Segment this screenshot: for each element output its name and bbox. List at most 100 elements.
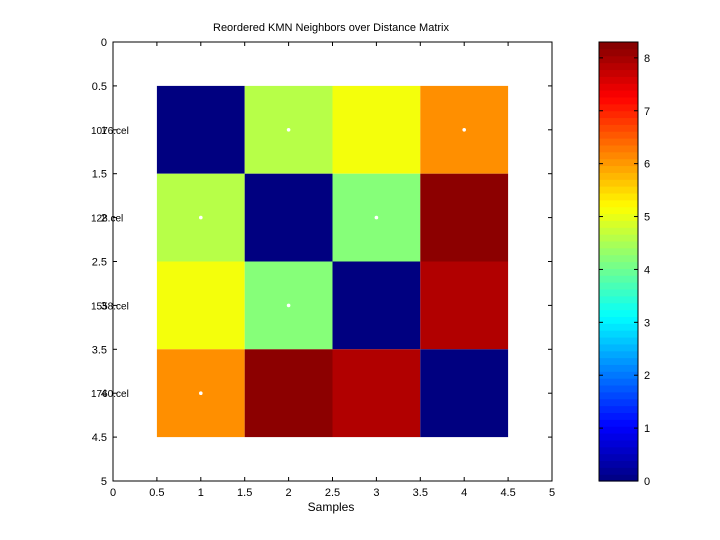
colorbar-segment: [599, 227, 638, 235]
colorbar-segment: [599, 330, 638, 338]
colorbar-segment: [599, 55, 638, 64]
y-tick-label: 4.5: [92, 432, 107, 444]
colorbar-segment: [599, 240, 638, 249]
x-tick-label: 3.5: [413, 487, 428, 499]
colorbar-segment: [599, 378, 638, 386]
colorbar-segment: [599, 83, 638, 91]
y-tick-label: 5: [101, 476, 107, 488]
neighbor-marker: [199, 391, 203, 396]
heatmap-cell: [420, 261, 509, 350]
colorbar-tick-label: 7: [644, 106, 650, 118]
heatmap-cell: [332, 261, 421, 350]
colorbar-segment: [599, 295, 638, 304]
neighbor-marker: [374, 215, 379, 220]
colorbar-segment: [599, 288, 638, 297]
x-tick-label: 3: [373, 487, 379, 499]
colorbar-segment: [599, 62, 638, 71]
colorbar-segment: [599, 343, 638, 352]
x-tick-label: 0.5: [149, 487, 164, 499]
row-sample-label: 128.cel: [91, 214, 123, 225]
x-axis-label: Samples: [308, 500, 355, 514]
colorbar-tick-label: 0: [644, 476, 650, 488]
row-sample-label: 1076.cel: [91, 126, 129, 137]
row-sample-label: 1760.cel: [91, 389, 129, 400]
y-tick-label: 0: [101, 37, 107, 49]
colorbar-segment: [599, 103, 638, 112]
x-tick-label: 1.5: [237, 487, 252, 499]
colorbar-segment: [599, 213, 638, 221]
colorbar-tick-label: 6: [644, 159, 650, 171]
colorbar-segment: [599, 144, 638, 153]
colorbar-segment: [599, 426, 638, 434]
heatmap-cell: [244, 173, 333, 262]
heatmap-cell: [420, 173, 509, 262]
colorbar-tick-label: 4: [644, 264, 650, 276]
neighbor-marker: [286, 303, 291, 308]
heatmap-cell: [332, 349, 421, 438]
colorbar-segment: [599, 76, 638, 84]
x-tick-label: 2: [286, 487, 292, 499]
x-tick-label: 0: [110, 487, 116, 499]
colorbar-segment: [599, 206, 638, 215]
colorbar-frame: [598, 41, 639, 482]
colorbar-segment: [599, 384, 638, 393]
colorbar-segment: [599, 220, 638, 228]
colorbar-segment: [599, 179, 638, 187]
colorbar-segment: [599, 158, 638, 167]
neighbor-marker: [286, 128, 291, 132]
colorbar-segment: [599, 432, 638, 441]
heatmap-cell: [156, 261, 245, 350]
colorbar-segment: [599, 172, 638, 180]
colorbar-tick-label: 5: [644, 212, 650, 224]
colorbar-segment: [599, 371, 638, 379]
heatmap-cell: [156, 85, 245, 174]
colorbar: 0 1 2 3 4 5 6 7 8: [598, 41, 650, 488]
colorbar-segment: [599, 124, 638, 132]
colorbar-segment: [599, 460, 638, 468]
colorbar-segment: [599, 131, 638, 139]
colorbar-segment: [599, 398, 638, 407]
colorbar-segment: [599, 405, 638, 414]
colorbar-tick-label: 2: [644, 370, 650, 382]
colorbar-segment: [599, 69, 638, 77]
y-tick-label: 1: [101, 125, 107, 137]
colorbar-segment: [599, 151, 638, 160]
colorbar-segment: [599, 446, 638, 455]
colorbar-segment: [599, 453, 638, 462]
neighbor-marker: [199, 215, 203, 220]
colorbar-segment: [599, 268, 638, 276]
colorbar-segment: [599, 474, 638, 482]
colorbar-segment: [599, 165, 638, 173]
row-sample-label: 1558.cel: [91, 301, 129, 312]
colorbar-segment: [599, 467, 638, 475]
colorbar-segment: [599, 192, 638, 201]
heatmap-cell: [244, 349, 333, 438]
colorbar-segment: [599, 96, 638, 105]
y-tick-label: 2: [101, 213, 107, 225]
colorbar-segment: [599, 110, 638, 119]
heatmap-cell: [332, 85, 421, 174]
y-tick-label: 0.5: [92, 81, 107, 93]
colorbar-segment: [599, 391, 638, 400]
colorbar-segment: [599, 199, 638, 208]
colorbar-segment: [599, 48, 638, 57]
colorbar-segment: [599, 90, 638, 98]
colorbar-segment: [599, 117, 638, 125]
x-tick-label: 4: [461, 487, 467, 499]
x-tick-label: 5: [549, 487, 555, 499]
colorbar-segment: [599, 247, 638, 256]
heatmap-plot-area: 0 0.5 1 1.5 2 2.5 3 3.5 4 4.5 500.511.522.533.544.…: [91, 37, 555, 499]
y-tick-label: 2.5: [92, 257, 107, 269]
colorbar-segment: [599, 282, 638, 290]
colorbar-tick-label: 8: [644, 53, 650, 65]
colorbar-segment: [599, 261, 638, 269]
colorbar-segment: [599, 364, 638, 372]
colorbar-segment: [599, 254, 638, 263]
y-tick-label: 4: [101, 388, 107, 400]
colorbar-segment: [599, 42, 638, 50]
colorbar-segment: [599, 309, 638, 317]
neighbor-marker: [462, 128, 467, 132]
colorbar-segment: [599, 302, 638, 311]
y-tick-label: 1.5: [92, 169, 107, 181]
colorbar-segment: [599, 316, 638, 324]
